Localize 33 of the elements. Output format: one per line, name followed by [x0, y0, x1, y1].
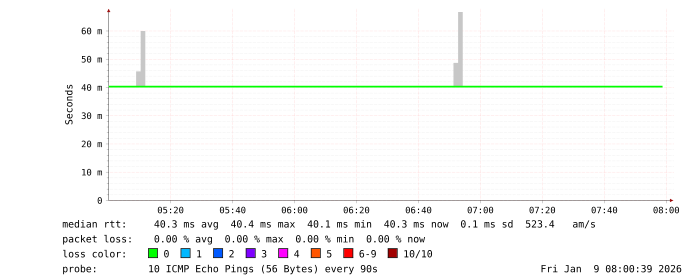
x-tick-label: 07:20: [530, 206, 556, 214]
legend-label: 6-9: [360, 250, 376, 258]
y-tick-label: 10 m: [82, 168, 102, 176]
text: probe:: [63, 264, 96, 274]
legend-label: 10/10: [404, 250, 432, 258]
y-tick-label: 60 m: [82, 28, 102, 34]
y-axis-title: Seconds: [64, 84, 73, 124]
y-tick-label: 40 m: [82, 84, 102, 91]
y-tick-label: 30 m: [82, 112, 102, 120]
text: 0.00 % avg 0.00 % max 0.00 % min 0.00 % now: [154, 235, 426, 245]
legend-label: 4: [294, 250, 300, 258]
x-tick-label: 06:40: [406, 206, 432, 214]
text: 40.3 ms avg 40.4 ms max 40.1 ms min 40.3 ms now 0.1 ms sd 523.4 am/s: [154, 220, 595, 230]
x-tick-label: 07:40: [592, 206, 618, 214]
y-tick-label: 0: [98, 197, 102, 204]
x-tick-label: 07:00: [468, 206, 494, 214]
x-tick-label: 05:40: [220, 206, 246, 214]
text: Fri Jan 9 08:00:39 2026: [542, 264, 682, 272]
text: 10 ICMP Echo Pings (56 Bytes) every 90s: [149, 264, 377, 274]
text: median rtt:: [62, 220, 125, 228]
legend-label: 2: [229, 250, 234, 258]
y-tick-label: 50 m: [82, 56, 102, 63]
x-tick-label: 08:00: [654, 206, 680, 214]
x-tick-label: 05:20: [158, 206, 184, 214]
legend-label: 1: [197, 250, 202, 258]
legend-label: 3: [262, 250, 266, 258]
legend-label: 0: [164, 250, 169, 258]
x-tick-label: 06:20: [344, 206, 370, 214]
text: packet loss:: [63, 234, 131, 244]
y-tick-label: 20 m: [82, 140, 102, 148]
x-tick-label: 06:00: [282, 206, 308, 214]
legend-label: 5: [326, 250, 332, 258]
legend-title: loss color:: [63, 250, 125, 258]
